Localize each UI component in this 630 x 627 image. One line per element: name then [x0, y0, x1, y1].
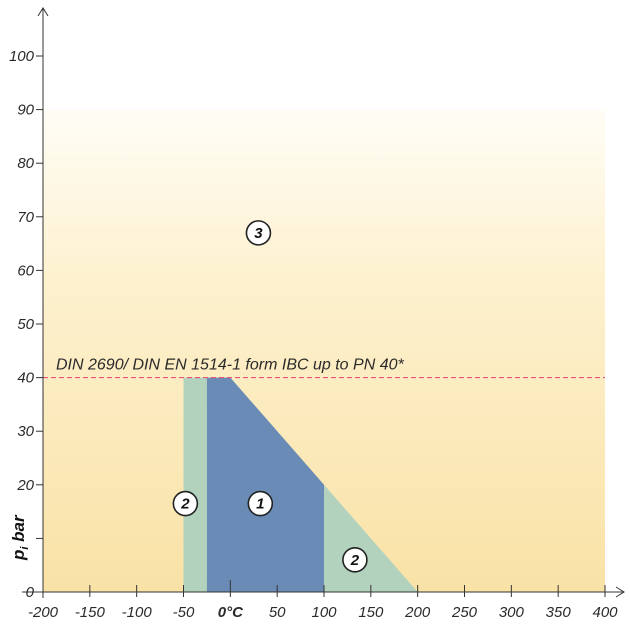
y-tick-label: 100 — [9, 48, 35, 65]
x-tick-label: 250 — [451, 604, 478, 621]
x-tick-label: -150 — [75, 604, 106, 621]
x-tick-label: 0°C — [218, 604, 244, 621]
y-tick-label: 60 — [17, 262, 34, 279]
y-tick-label: 30 — [17, 423, 34, 440]
zone-label-2: 2 — [180, 496, 190, 513]
zone-label-circle — [342, 547, 368, 573]
y-axis-arrow-icon — [37, 7, 49, 17]
reference-line-label: DIN 2690/ DIN EN 1514-1 form IBC up to P… — [56, 357, 404, 374]
x-tick-label: 50 — [269, 604, 286, 621]
zones-layer — [43, 109, 605, 592]
zone-1-area-3 — [206, 377, 324, 592]
y-tick-label: 20 — [16, 477, 34, 494]
x-tick-label: 300 — [499, 604, 525, 621]
reference-line-group: DIN 2690/ DIN EN 1514-1 form IBC up to P… — [43, 357, 605, 379]
y-axis-title: pi bar — [9, 514, 31, 561]
zone-label-circle — [172, 490, 199, 517]
y-tick-label: 70 — [17, 209, 34, 226]
zone-2-area-1 — [183, 377, 207, 592]
y-tick-label: 80 — [17, 155, 34, 172]
x-tick-label: -50 — [173, 604, 195, 621]
x-tick-label: 200 — [404, 604, 431, 621]
zone-label-3: 3 — [254, 225, 263, 242]
x-axis-arrow-icon — [615, 586, 625, 598]
y-tick-label: 50 — [17, 316, 34, 333]
x-tick-label: -200 — [28, 604, 59, 621]
y-tick-label: 0 — [26, 584, 35, 601]
x-tick-label: -100 — [122, 604, 153, 621]
y-tick-label: 40 — [17, 370, 34, 387]
x-tick-label: 400 — [592, 604, 618, 621]
x-tick-label: 100 — [311, 604, 337, 621]
zone-label-circle — [247, 490, 274, 517]
zone-label-1: 1 — [256, 496, 264, 513]
y-tick-label: 90 — [17, 102, 34, 119]
x-tick-label: 150 — [358, 604, 384, 621]
zone-labels: 3 2 2 1 — [172, 220, 368, 573]
zone-label-2: 2 — [350, 552, 360, 569]
axes: 0 20 30 40 50 60 70 80 90 100 -200 -150 -100 -50 0°C 50… — [9, 7, 625, 621]
zone-label-circle — [245, 220, 272, 246]
x-tick-label: 350 — [546, 604, 572, 621]
